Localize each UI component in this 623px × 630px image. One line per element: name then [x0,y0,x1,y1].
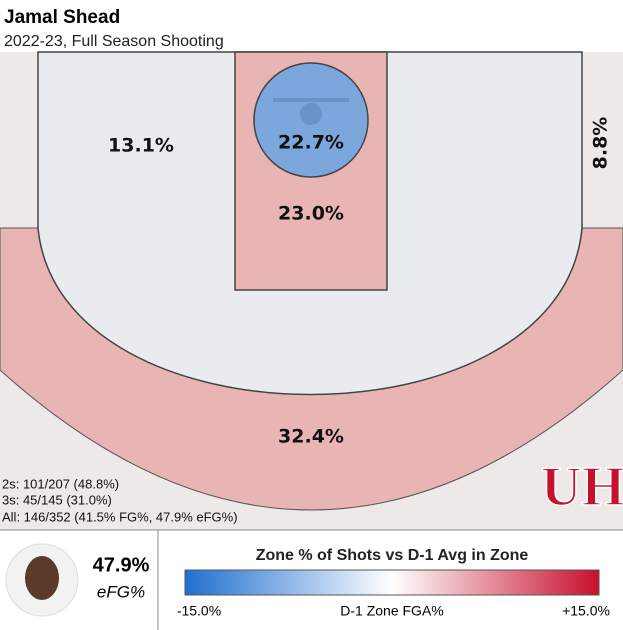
legend-max: +15.0% [562,603,610,619]
zone-label: 23.0% [278,203,344,225]
rim [300,103,322,125]
stat-line: 3s: 45/145 (31.0%) [2,492,112,507]
efg-value: 47.9% [93,554,150,576]
efg-label: eFG% [97,582,145,601]
legend-title: Zone % of Shots vs D-1 Avg in Zone [256,547,529,564]
stat-line: All: 146/352 (41.5% FG%, 47.9% eFG%) [2,509,238,524]
zone-label: 8.8% [590,117,612,170]
legend-min: -15.0% [177,603,221,619]
zone-label: 13.1% [108,135,174,157]
zone-label: 32.4% [278,426,344,448]
subtitle: 2022-23, Full Season Shooting [4,33,224,50]
title: Jamal Shead [4,7,120,28]
stat-line: 2s: 101/207 (48.8%) [2,476,119,491]
team-logo: UH [541,456,623,518]
player-face [25,556,59,600]
zone-label: 22.7% [278,132,344,154]
color-scale [184,569,600,596]
legend-axis-label: D-1 Zone FGA% [340,603,443,619]
